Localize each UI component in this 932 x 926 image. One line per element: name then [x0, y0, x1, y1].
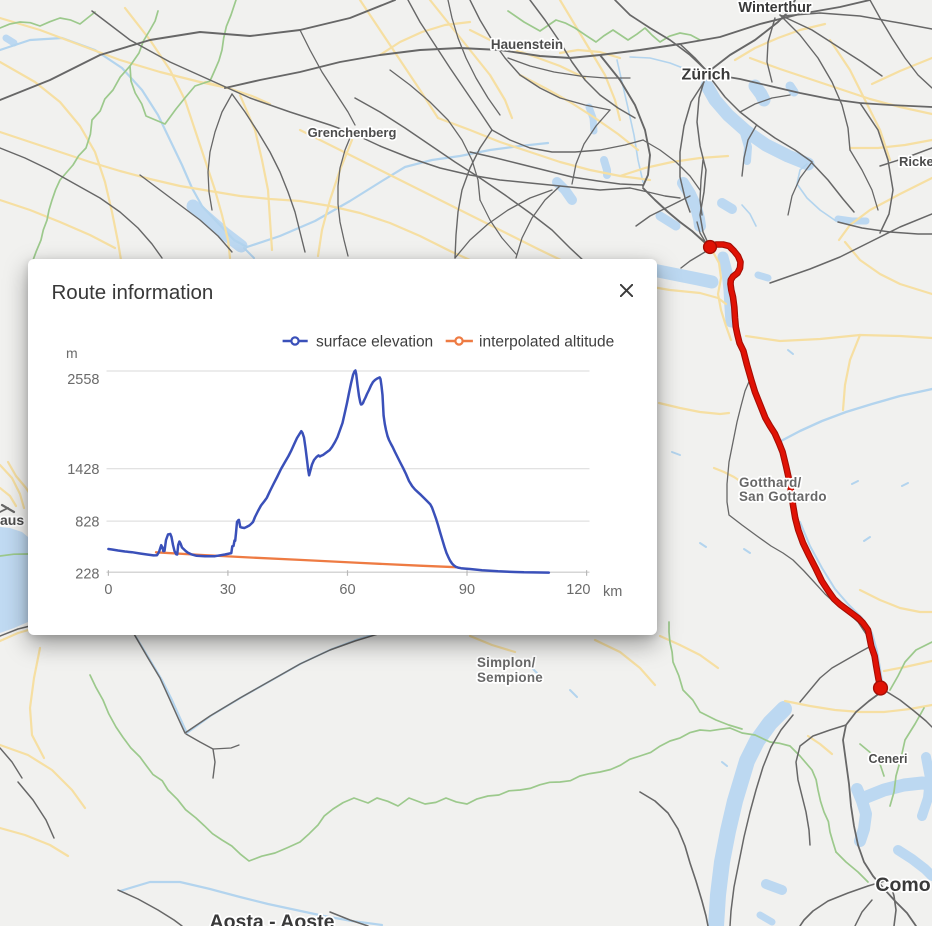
svg-text:Como: Como [875, 874, 930, 896]
svg-text:Sempione: Sempione [477, 670, 543, 685]
svg-text:2558: 2558 [67, 372, 99, 388]
svg-text:interpolated altitude: interpolated altitude [479, 334, 614, 351]
svg-text:228: 228 [75, 567, 99, 583]
svg-text:Ricken: Ricken [899, 154, 932, 169]
svg-text:Aosta - Aoste: Aosta - Aoste [210, 911, 335, 926]
svg-text:Gotthard/: Gotthard/ [739, 475, 802, 490]
svg-text:Ceneri: Ceneri [869, 752, 908, 766]
svg-text:surface elevation: surface elevation [316, 334, 433, 351]
svg-text:Simplon/: Simplon/ [477, 655, 536, 670]
svg-text:30: 30 [220, 582, 236, 598]
svg-text:828: 828 [75, 514, 99, 530]
svg-text:San Gottardo: San Gottardo [739, 489, 827, 504]
svg-text:Hauenstein: Hauenstein [491, 37, 563, 52]
svg-text:aus: aus [0, 512, 24, 528]
svg-text:60: 60 [339, 582, 355, 598]
svg-text:120: 120 [566, 582, 590, 598]
svg-text:Zürich: Zürich [682, 67, 731, 84]
svg-text:0: 0 [104, 582, 112, 598]
svg-text:km: km [603, 584, 622, 600]
svg-text:Winterthur: Winterthur [738, 0, 812, 16]
svg-text:90: 90 [459, 582, 475, 598]
svg-text:m: m [66, 345, 78, 361]
svg-text:Grenchenberg: Grenchenberg [308, 125, 397, 140]
svg-text:1428: 1428 [67, 462, 99, 478]
